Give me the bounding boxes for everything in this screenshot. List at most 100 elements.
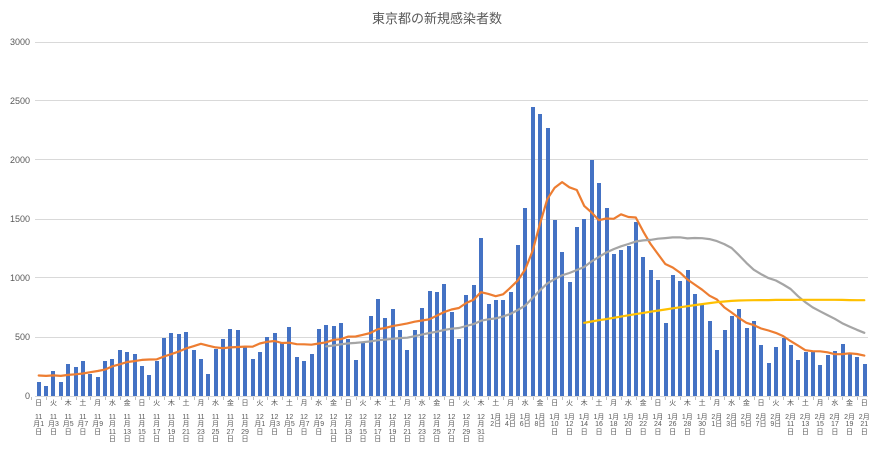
x-axis-tick-label: 金 1月 22 日 bbox=[636, 400, 651, 436]
bar bbox=[847, 354, 852, 396]
bar-slot bbox=[824, 42, 831, 396]
x-label-weekday: 月 bbox=[197, 400, 205, 407]
x-axis-tick-label: 火 1月 26 日 bbox=[665, 400, 680, 436]
bar bbox=[715, 349, 720, 396]
bar bbox=[803, 352, 808, 396]
bar bbox=[700, 305, 705, 396]
x-label-date-line: 5日 bbox=[740, 421, 752, 428]
x-label-date-line: 月 bbox=[153, 421, 161, 428]
x-label-date-line: 2月 bbox=[844, 413, 855, 421]
x-label-weekday: 月 bbox=[506, 400, 514, 407]
x-label-weekday: 金 bbox=[639, 400, 647, 407]
x-label-weekday: 月 bbox=[403, 400, 411, 407]
x-label-weekday: 金 bbox=[846, 400, 854, 407]
x-label-date-line: 11 bbox=[226, 413, 234, 421]
x-label-weekday: 木 bbox=[580, 400, 588, 407]
bar-slot bbox=[470, 42, 477, 396]
gridline bbox=[35, 100, 868, 102]
bar bbox=[162, 337, 167, 396]
x-axis-tick-label: 木 11 月5 日 bbox=[61, 400, 76, 436]
x-label-date-line: 日 bbox=[787, 428, 795, 436]
bar bbox=[405, 349, 410, 396]
x-label-date-line: 1月 bbox=[534, 413, 546, 421]
bar-slot bbox=[743, 42, 750, 396]
x-label-date-line: 日 bbox=[256, 428, 264, 436]
bar bbox=[663, 323, 668, 396]
x-label-date-line: 月 bbox=[330, 421, 338, 428]
x-label-weekday: 土 bbox=[595, 400, 603, 407]
bar bbox=[331, 325, 336, 396]
x-axis-tick-label: 火 2月 9日 bbox=[769, 400, 784, 429]
bar bbox=[390, 309, 395, 396]
x-axis-tick-label: 火 1月 12 日 bbox=[562, 400, 577, 436]
x-axis-tick bbox=[665, 397, 667, 400]
x-label-date-line: 月3 bbox=[269, 421, 280, 428]
x-label-date-line: 11 bbox=[64, 413, 72, 421]
bar bbox=[184, 332, 189, 396]
x-label-date-line: 1月 bbox=[549, 413, 561, 421]
x-axis-tick-label: 日 12 月 27 日 bbox=[444, 400, 459, 444]
x-label-date-line: 12 bbox=[403, 413, 412, 421]
bar bbox=[707, 321, 712, 396]
bar-slot bbox=[264, 42, 271, 396]
bar-slot bbox=[684, 42, 691, 396]
bar bbox=[353, 360, 358, 396]
bar bbox=[744, 327, 749, 396]
x-label-date-line: 月 bbox=[241, 421, 249, 428]
x-axis-tick-label: 水 11 月 25 日 bbox=[208, 400, 223, 444]
x-label-date-line: 日 bbox=[846, 428, 854, 436]
bar-slot bbox=[736, 42, 743, 396]
x-label-date-line: 3日 bbox=[726, 421, 738, 428]
x-label-date-line: 2月 bbox=[770, 413, 782, 421]
line_yellow bbox=[583, 298, 866, 324]
x-axis-tick-label: 水 1月 20 日 bbox=[621, 400, 636, 436]
x-label-date-line: 12 bbox=[314, 413, 323, 421]
x-axis-tick bbox=[267, 397, 269, 400]
x-label-weekday: 火 bbox=[565, 400, 573, 407]
bar bbox=[493, 299, 498, 396]
x-label-date-line: 月7 bbox=[77, 421, 89, 428]
x-label-weekday: 月 bbox=[300, 400, 308, 407]
bar-slot bbox=[367, 42, 374, 396]
bar-slot bbox=[249, 42, 256, 396]
bar bbox=[611, 253, 616, 396]
bar bbox=[434, 291, 439, 396]
bar bbox=[464, 295, 469, 396]
bar-slot bbox=[301, 42, 308, 396]
x-axis-tick-label: 日 11 月1 日 bbox=[31, 400, 46, 436]
x-axis-tick bbox=[134, 397, 136, 400]
x-label-date-line: 23 bbox=[418, 428, 426, 436]
x-label-date-line: 2月 bbox=[785, 413, 796, 421]
bar-slot bbox=[65, 42, 72, 396]
plot-area bbox=[35, 41, 868, 397]
x-axis-tick bbox=[444, 397, 446, 400]
x-label-date-line: 11 bbox=[211, 413, 220, 421]
bar-slot bbox=[330, 42, 337, 396]
bar bbox=[582, 218, 587, 396]
bar-slot bbox=[448, 42, 455, 396]
x-label-date-line: 24 bbox=[653, 421, 662, 428]
bar bbox=[95, 377, 100, 396]
x-label-date-line: 2月 bbox=[726, 413, 738, 421]
bar-slot bbox=[374, 42, 381, 396]
x-label-date-line: 日 bbox=[654, 428, 662, 436]
bar-slot bbox=[809, 42, 816, 396]
bar bbox=[575, 226, 580, 396]
bar-slot bbox=[854, 42, 861, 396]
x-label-date-line: 12 bbox=[270, 413, 279, 421]
bar-slot bbox=[116, 42, 123, 396]
x-axis-tick-label: 木 1月 28 日 bbox=[680, 400, 695, 436]
x-label-date-line: 11 bbox=[197, 413, 205, 421]
bar bbox=[449, 312, 454, 396]
x-label-date-line: 18 bbox=[609, 421, 618, 428]
x-axis-tick-label: 金 2月 19 日 bbox=[842, 400, 857, 436]
x-label-weekday: 日 bbox=[344, 400, 352, 407]
x-label-weekday: 木 bbox=[787, 400, 795, 407]
x-label-date-line: 19 bbox=[167, 428, 176, 436]
bar-slot bbox=[124, 42, 131, 396]
x-label-date-line: 12 bbox=[388, 413, 397, 421]
x-label-date-line: 29 bbox=[241, 428, 249, 436]
bar bbox=[398, 330, 403, 396]
x-label-weekday: 水 bbox=[831, 400, 839, 407]
bar bbox=[117, 349, 122, 396]
